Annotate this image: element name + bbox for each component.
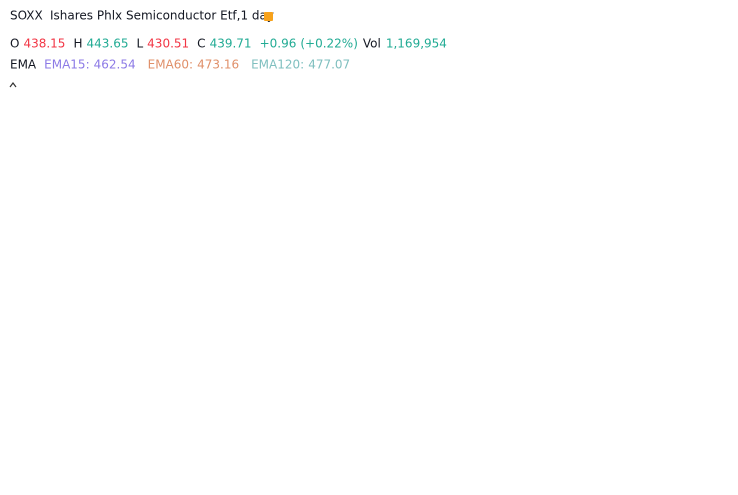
legend-name: EMA60: xyxy=(148,58,193,72)
legend-value: 462.54 xyxy=(94,58,136,72)
legend-value: 473.16 xyxy=(197,58,239,72)
collapse-icon[interactable] xyxy=(9,82,17,88)
legend-name: EMA120: xyxy=(251,58,304,72)
ohlc-label: C xyxy=(197,37,205,51)
ohlc-label: O xyxy=(10,37,19,51)
ohlc-value: 438.15 xyxy=(23,37,65,51)
volume-label: Vol xyxy=(363,37,381,51)
volume-value: 1,169,954 xyxy=(386,37,447,51)
change-pct: (+0.22%) xyxy=(300,37,358,51)
ohlc-value: 443.65 xyxy=(86,37,128,51)
ema-label: EMA xyxy=(10,58,37,72)
ohlc-label: H xyxy=(73,37,82,51)
ohlc-value: 439.71 xyxy=(210,37,252,51)
flag-icon[interactable] xyxy=(264,12,273,21)
legend-name: EMA15: xyxy=(44,58,89,72)
symbol: SOXX xyxy=(10,9,43,23)
ohlc-value: 430.51 xyxy=(147,37,189,51)
ohlc-label: L xyxy=(136,37,143,51)
change: +0.96 xyxy=(260,37,297,51)
legend-value: 477.07 xyxy=(308,58,350,72)
chart-title: Ishares Phlx Semiconductor Etf,1 day xyxy=(50,9,274,23)
